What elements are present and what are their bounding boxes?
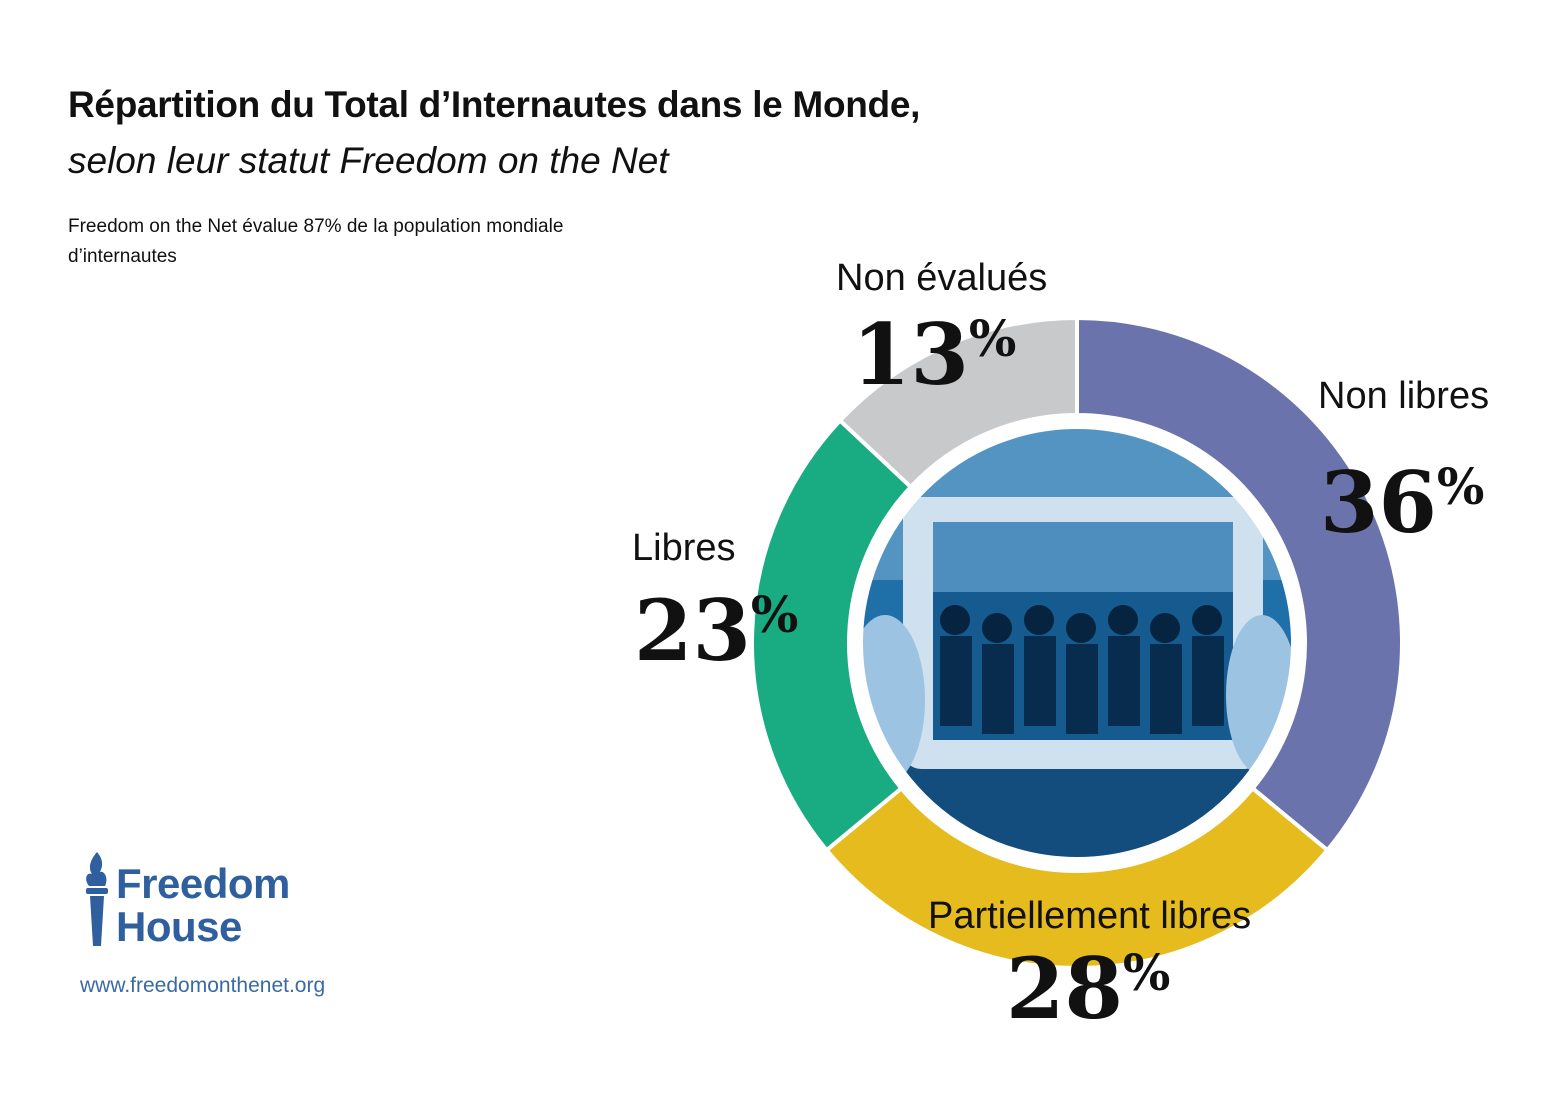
slice-value-number: 13 xyxy=(852,305,969,404)
officer-helmet xyxy=(940,605,970,635)
slice-value-unit: % xyxy=(751,585,799,644)
slice-label-1: Partiellement libres xyxy=(928,895,1251,937)
slice-value-1: 28% xyxy=(1006,939,1170,1038)
torch-icon xyxy=(86,852,108,946)
officer-body xyxy=(1108,636,1140,726)
website-link[interactable]: www.freedomonthenet.org xyxy=(80,974,326,997)
officer-body xyxy=(940,636,972,726)
slice-3 xyxy=(837,315,1079,490)
slice-2 xyxy=(750,417,914,853)
slice-label-3: Non évalués xyxy=(836,257,1047,299)
chart-subtitle: selon leur statut Freedom on the Net xyxy=(68,140,669,181)
officer-helmet xyxy=(982,613,1012,643)
slice-value-unit: % xyxy=(969,309,1017,368)
logo-name-line2: House xyxy=(116,903,242,950)
officer-helmet xyxy=(1066,613,1096,643)
slice-value-3: 13% xyxy=(852,305,1016,404)
slice-value-number: 36 xyxy=(1320,453,1437,552)
slice-1 xyxy=(823,785,1331,970)
officer-body xyxy=(1024,636,1056,726)
officer-helmet xyxy=(1108,605,1138,635)
freedom-house-logo: Freedom House xyxy=(80,848,360,958)
chart-note: Freedom on the Net évalue 87% de la popu… xyxy=(68,216,564,267)
slice-value-unit: % xyxy=(1437,457,1485,516)
officer-body xyxy=(1150,644,1182,734)
officer-body xyxy=(1066,644,1098,734)
slice-value-unit: % xyxy=(1123,943,1171,1002)
officer-body xyxy=(1192,636,1224,726)
logo-name-line1: Freedom xyxy=(116,860,290,907)
slice-label-0: Non libres xyxy=(1318,375,1489,417)
photo-ring xyxy=(855,421,1299,865)
chart-title: Répartition du Total d’Internautes dans … xyxy=(68,84,921,125)
officer-helmet xyxy=(1192,605,1222,635)
slice-value-2: 23% xyxy=(634,581,798,680)
slice-value-number: 23 xyxy=(634,581,751,680)
officer-body xyxy=(982,644,1014,734)
screen-sky xyxy=(933,522,1233,592)
slice-0 xyxy=(1075,315,1405,853)
donut-slices xyxy=(750,315,1405,970)
slice-value-number: 28 xyxy=(1006,939,1123,1038)
slice-value-0: 36% xyxy=(1320,453,1484,552)
officer-helmet xyxy=(1024,605,1054,635)
slice-label-2: Libres xyxy=(632,527,736,569)
officer-helmet xyxy=(1150,613,1180,643)
